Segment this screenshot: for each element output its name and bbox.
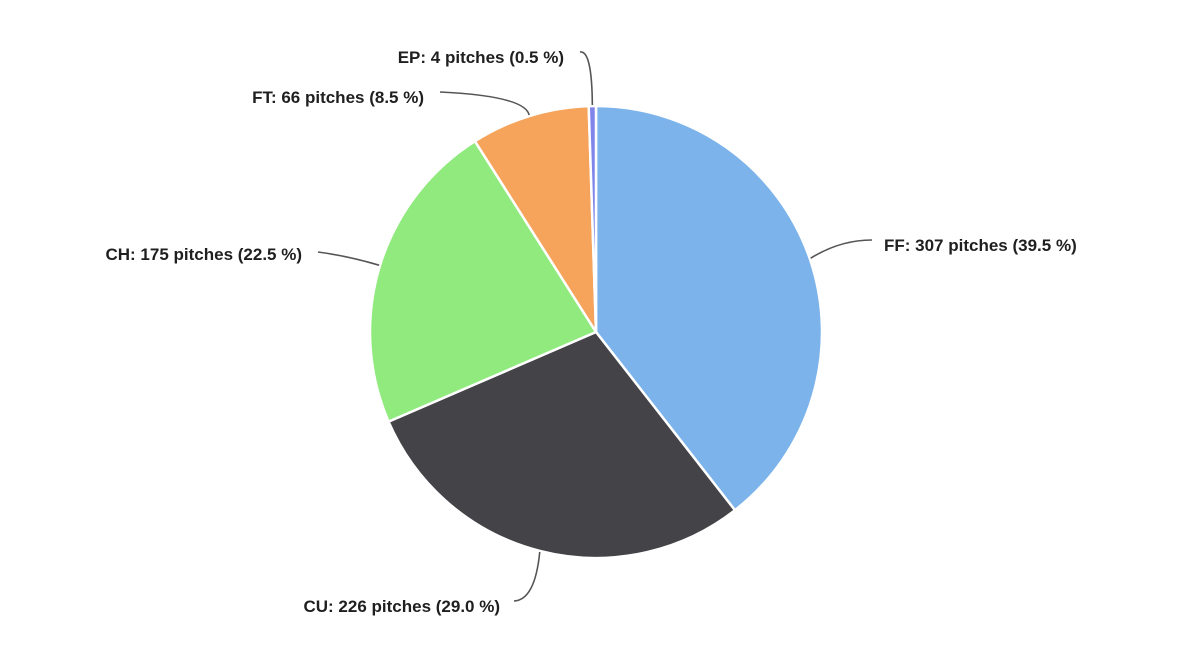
- pie-slices: [368, 104, 824, 560]
- connector-ft: [439, 91, 530, 116]
- data-label-ep: EP: 4 pitches (0.5 %): [398, 48, 564, 67]
- data-label-ch: CH: 175 pitches (22.5 %): [105, 245, 302, 264]
- data-label-ff: FF: 307 pitches (39.5 %): [884, 236, 1077, 255]
- connector-ep: [579, 51, 594, 106]
- connector-cu: [513, 551, 541, 602]
- data-label-ft: FT: 66 pitches (8.5 %): [252, 88, 424, 107]
- pie-slice-cu[interactable]: [387, 330, 737, 560]
- pie-slice-ep[interactable]: [587, 104, 598, 334]
- pie-slice-ft[interactable]: [473, 104, 598, 334]
- label-connectors: [317, 51, 873, 602]
- connector-ch: [317, 251, 380, 266]
- data-labels: FF: 307 pitches (39.5 %) CU: 226 pitches …: [105, 48, 1076, 616]
- data-label-cu: CU: 226 pitches (29.0 %): [303, 597, 500, 616]
- pie-slice-ff[interactable]: [594, 104, 824, 512]
- pie-slice-ch[interactable]: [368, 139, 598, 423]
- connector-ff: [810, 239, 873, 259]
